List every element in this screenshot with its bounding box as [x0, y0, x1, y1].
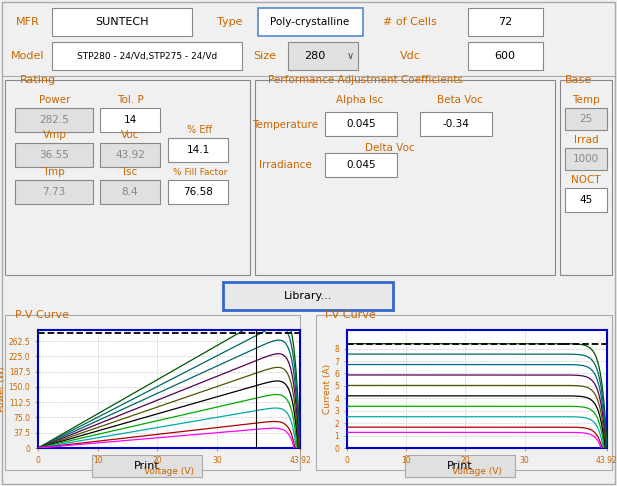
Text: 43.92: 43.92 [115, 150, 145, 160]
Text: Imp: Imp [45, 167, 65, 177]
Bar [468, 42, 543, 70]
Bar [15, 108, 93, 132]
X-axis label: Voltage (V): Voltage (V) [452, 468, 502, 476]
Text: Irradiance: Irradiance [259, 160, 312, 170]
Bar [325, 153, 397, 177]
Bar [325, 112, 397, 136]
Text: Performance Adjustment Coefficients: Performance Adjustment Coefficients [268, 75, 463, 85]
Text: Temp: Temp [572, 95, 600, 105]
Text: 7.73: 7.73 [43, 187, 65, 197]
Text: 45: 45 [579, 195, 592, 205]
Y-axis label: Power (W): Power (W) [0, 366, 6, 412]
Bar [100, 108, 160, 132]
Text: % Fill Factor: % Fill Factor [173, 168, 227, 176]
Text: P-V Curve: P-V Curve [15, 310, 69, 320]
Text: Rating: Rating [20, 75, 56, 85]
Text: Voc: Voc [121, 130, 139, 140]
Text: 36.55: 36.55 [39, 150, 69, 160]
Bar [288, 42, 358, 70]
Text: 280: 280 [304, 51, 326, 61]
Text: I-V Curve: I-V Curve [325, 310, 376, 320]
Text: 600: 600 [494, 51, 515, 61]
Text: Vmp: Vmp [43, 130, 67, 140]
Text: % Eff: % Eff [188, 125, 213, 135]
Bar [565, 108, 607, 130]
Text: Type: Type [217, 17, 242, 27]
Bar [5, 315, 300, 470]
Text: 25: 25 [579, 114, 592, 124]
X-axis label: Voltage (V): Voltage (V) [144, 468, 194, 476]
Bar [168, 180, 228, 204]
Text: Temperature: Temperature [252, 120, 318, 130]
Bar [100, 180, 160, 204]
Text: Tol. P: Tol. P [117, 95, 143, 105]
Bar [168, 138, 228, 162]
Text: 76.58: 76.58 [183, 187, 213, 197]
Text: Library...: Library... [284, 291, 332, 301]
Text: -0.34: -0.34 [442, 119, 470, 129]
Text: # of Cells: # of Cells [383, 17, 437, 27]
Text: 72: 72 [498, 17, 512, 27]
Bar [316, 315, 612, 470]
Text: Alpha Isc: Alpha Isc [336, 95, 384, 105]
Bar [15, 143, 93, 167]
Bar [255, 80, 555, 275]
Text: 282.5: 282.5 [39, 115, 69, 125]
Bar [92, 455, 202, 477]
Bar [565, 188, 607, 212]
Bar [15, 180, 93, 204]
Bar [52, 8, 192, 36]
Bar [565, 148, 607, 170]
Text: 1000: 1000 [573, 154, 599, 164]
Bar [560, 80, 612, 275]
Bar [52, 42, 242, 70]
Y-axis label: Current (A): Current (A) [323, 364, 332, 414]
Text: Delta Voc: Delta Voc [365, 143, 415, 153]
Text: Beta Voc: Beta Voc [437, 95, 483, 105]
Text: Size: Size [254, 51, 276, 61]
Text: Vdc: Vdc [400, 51, 420, 61]
Text: Base: Base [565, 75, 592, 85]
Text: Print: Print [447, 461, 473, 471]
Text: 0.045: 0.045 [346, 160, 376, 170]
Text: Poly-crystalline: Poly-crystalline [270, 17, 350, 27]
Text: ∨: ∨ [346, 51, 354, 61]
Text: Irrad: Irrad [574, 135, 598, 145]
Text: 8.4: 8.4 [122, 187, 138, 197]
Text: 14: 14 [123, 115, 136, 125]
Text: STP280 - 24/Vd,STP275 - 24/Vd: STP280 - 24/Vd,STP275 - 24/Vd [77, 52, 217, 60]
Text: Isc: Isc [123, 167, 137, 177]
Text: 0.045: 0.045 [346, 119, 376, 129]
Bar [420, 112, 492, 136]
Text: MFR: MFR [16, 17, 40, 27]
Text: Print: Print [134, 461, 160, 471]
Text: SUNTECH: SUNTECH [95, 17, 149, 27]
Bar [100, 143, 160, 167]
Bar [405, 455, 515, 477]
Text: Model: Model [11, 51, 45, 61]
Bar [258, 8, 363, 36]
Bar [5, 80, 250, 275]
Bar [468, 8, 543, 36]
Text: Power: Power [39, 95, 71, 105]
Text: 14.1: 14.1 [186, 145, 210, 155]
Bar [223, 282, 393, 310]
Text: NOCT: NOCT [571, 175, 601, 185]
